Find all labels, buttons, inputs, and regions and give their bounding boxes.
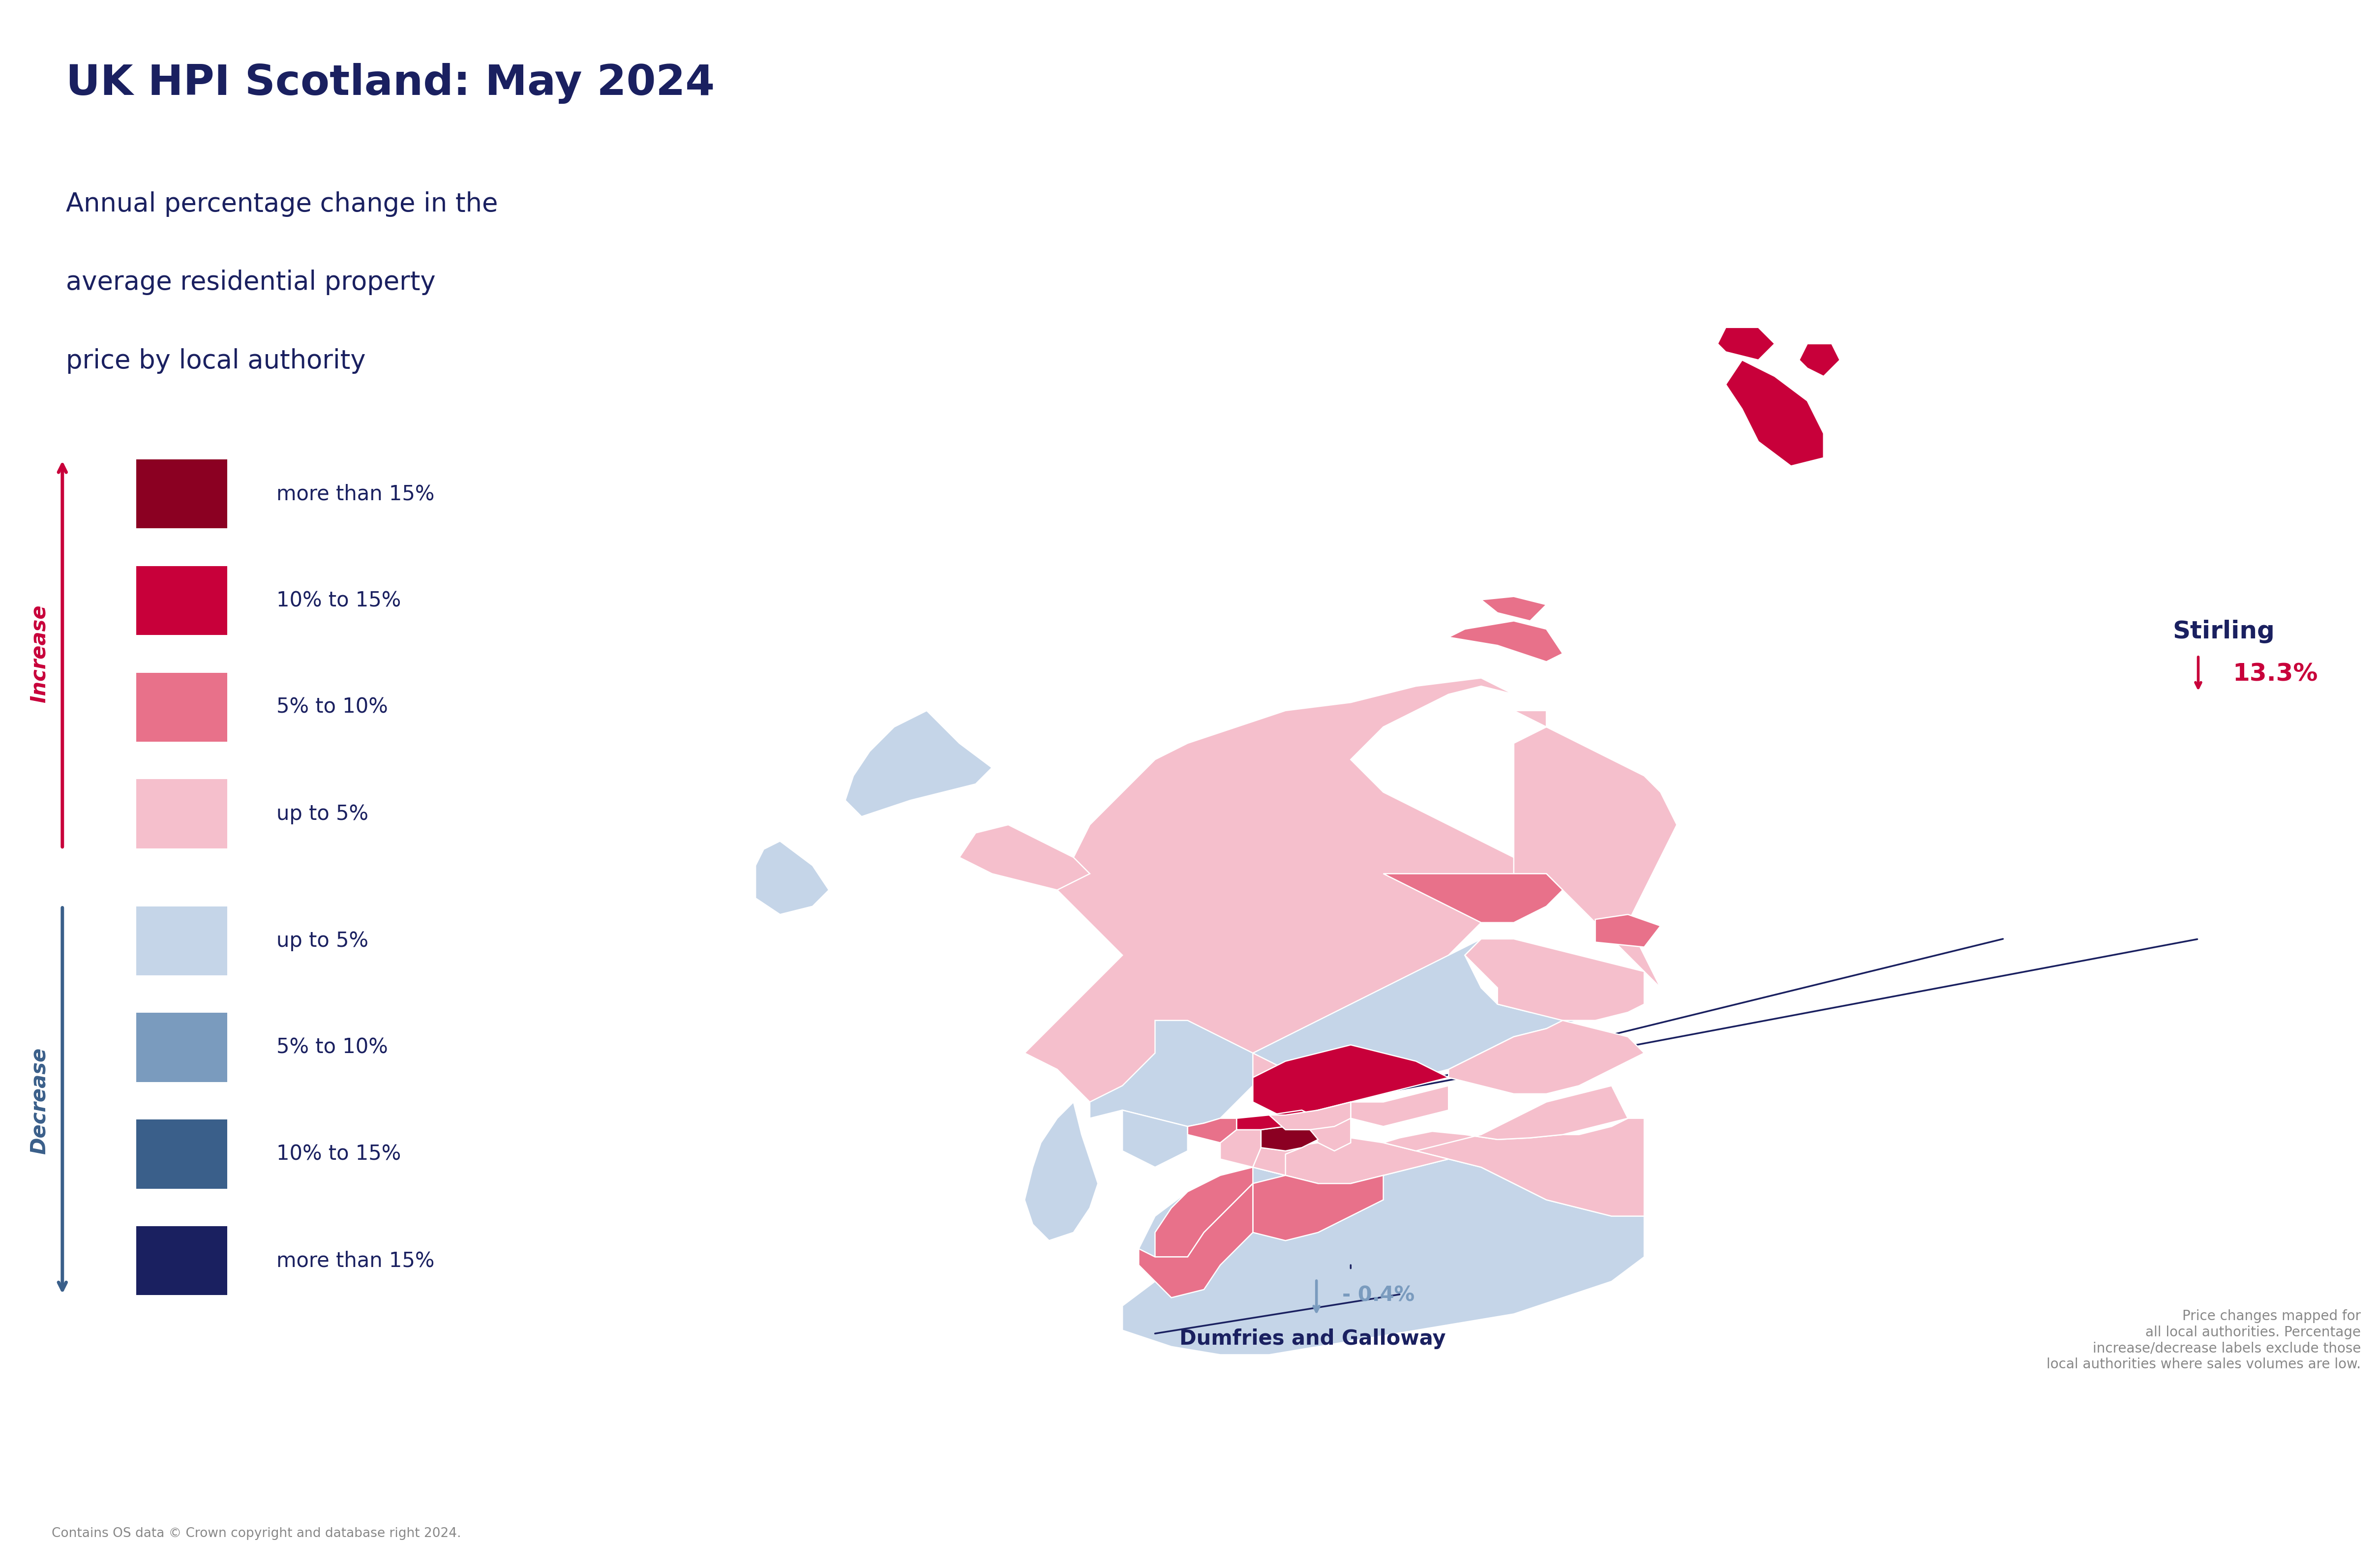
Polygon shape xyxy=(1310,1110,1351,1151)
Text: Increase: Increase xyxy=(29,605,50,702)
Polygon shape xyxy=(1139,1184,1253,1298)
Polygon shape xyxy=(1025,677,1546,1118)
Polygon shape xyxy=(1253,1176,1384,1240)
Polygon shape xyxy=(1800,343,1841,376)
Polygon shape xyxy=(1260,1126,1317,1151)
Text: - 0.4%: - 0.4% xyxy=(1341,1284,1415,1306)
Text: 10% to 15%: 10% to 15% xyxy=(276,590,402,612)
Polygon shape xyxy=(1717,328,1774,361)
Polygon shape xyxy=(1122,1110,1187,1167)
Polygon shape xyxy=(1596,914,1660,947)
Polygon shape xyxy=(756,840,830,914)
Text: Stirling: Stirling xyxy=(2173,619,2276,643)
Polygon shape xyxy=(1351,1085,1448,1126)
Polygon shape xyxy=(1122,1159,1643,1355)
Text: more than 15%: more than 15% xyxy=(276,1250,435,1272)
FancyBboxPatch shape xyxy=(136,779,228,848)
Polygon shape xyxy=(1025,1102,1099,1240)
Polygon shape xyxy=(1448,1021,1643,1094)
Polygon shape xyxy=(1237,1110,1317,1129)
Text: 10% to 15%: 10% to 15% xyxy=(276,1143,402,1165)
FancyBboxPatch shape xyxy=(136,1226,228,1295)
Polygon shape xyxy=(1465,939,1643,1021)
FancyBboxPatch shape xyxy=(136,566,228,635)
Polygon shape xyxy=(1253,939,1579,1085)
FancyBboxPatch shape xyxy=(136,906,228,975)
Polygon shape xyxy=(1253,1044,1448,1118)
Text: average residential property: average residential property xyxy=(67,270,435,295)
Polygon shape xyxy=(1253,1148,1301,1176)
Text: 5% to 10%: 5% to 10% xyxy=(276,1036,388,1058)
Text: Annual percentage change in the: Annual percentage change in the xyxy=(67,191,497,216)
Polygon shape xyxy=(1187,1118,1237,1143)
Polygon shape xyxy=(1515,710,1676,988)
Polygon shape xyxy=(1481,596,1546,621)
Polygon shape xyxy=(1726,361,1824,466)
Text: up to 5%: up to 5% xyxy=(276,930,369,952)
FancyBboxPatch shape xyxy=(136,673,228,742)
Text: more than 15%: more than 15% xyxy=(276,483,435,505)
Polygon shape xyxy=(1089,1021,1253,1126)
Polygon shape xyxy=(1270,1102,1351,1129)
Text: 5% to 10%: 5% to 10% xyxy=(276,696,388,718)
Polygon shape xyxy=(844,710,992,817)
Text: Dumfries and Galloway: Dumfries and Galloway xyxy=(1179,1328,1446,1348)
Text: UK HPI Scotland: May 2024: UK HPI Scotland: May 2024 xyxy=(67,63,716,103)
Polygon shape xyxy=(958,825,1089,891)
Text: Contains OS data © Crown copyright and database right 2024.: Contains OS data © Crown copyright and d… xyxy=(52,1527,461,1540)
Text: 13.3%: 13.3% xyxy=(2233,662,2319,685)
Polygon shape xyxy=(1384,873,1562,922)
Polygon shape xyxy=(1448,621,1562,662)
Polygon shape xyxy=(1384,1085,1629,1151)
Text: up to 5%: up to 5% xyxy=(276,803,369,825)
Text: Price changes mapped for
all local authorities. Percentage
increase/decrease lab: Price changes mapped for all local autho… xyxy=(2047,1309,2361,1370)
Polygon shape xyxy=(1156,1167,1253,1258)
Polygon shape xyxy=(1220,1129,1260,1167)
FancyBboxPatch shape xyxy=(136,459,228,528)
Polygon shape xyxy=(1384,1118,1643,1217)
FancyBboxPatch shape xyxy=(136,1013,228,1082)
Polygon shape xyxy=(1253,1138,1448,1184)
Text: Decrease: Decrease xyxy=(29,1047,50,1154)
Text: price by local authority: price by local authority xyxy=(67,348,366,373)
FancyBboxPatch shape xyxy=(136,1120,228,1189)
